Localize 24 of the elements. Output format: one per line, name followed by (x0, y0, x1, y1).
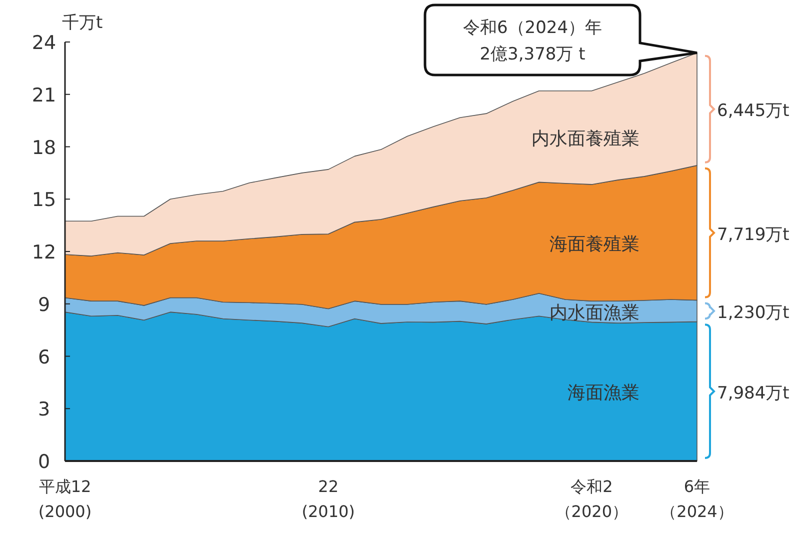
series-label: 内水面養殖業 (532, 128, 640, 150)
y-tick-label: 12 (32, 242, 56, 264)
y-tick-label: 9 (38, 294, 50, 316)
text: 7,984万t (717, 383, 790, 404)
text: 7,719万t (717, 224, 790, 245)
y-tick-label: 18 (32, 136, 56, 159)
y-tick-label: 15 (32, 189, 56, 212)
y-tick-label: 3 (38, 398, 50, 421)
series-label: 海面漁業 (568, 382, 640, 404)
y-tick-label: 24 (32, 32, 56, 54)
callout: 令和6（2024）年 2億3,378万 t (424, 4, 698, 76)
x-tick-label: 令和2（2020） (555, 477, 628, 521)
y-tick-label: 21 (32, 84, 56, 106)
y-tick-label: 6 (38, 346, 50, 368)
y-tick-label: 0 (38, 451, 50, 473)
x-tick-label: 平成12 (2000) (38, 477, 92, 521)
text: 6,445万t (717, 101, 790, 122)
series-label: 海面養殖業 (550, 234, 640, 255)
series-label: 内水面漁業 (550, 302, 640, 324)
x-tick-label: 6年（2024） (660, 477, 734, 521)
y-axis-title: 千万t (62, 13, 103, 33)
annotation: 令和6（2024）年 2億3,378万 t (462, 18, 602, 64)
x-tick-label: 22 (2010) (302, 477, 355, 521)
text: 1,230万t (717, 302, 790, 323)
